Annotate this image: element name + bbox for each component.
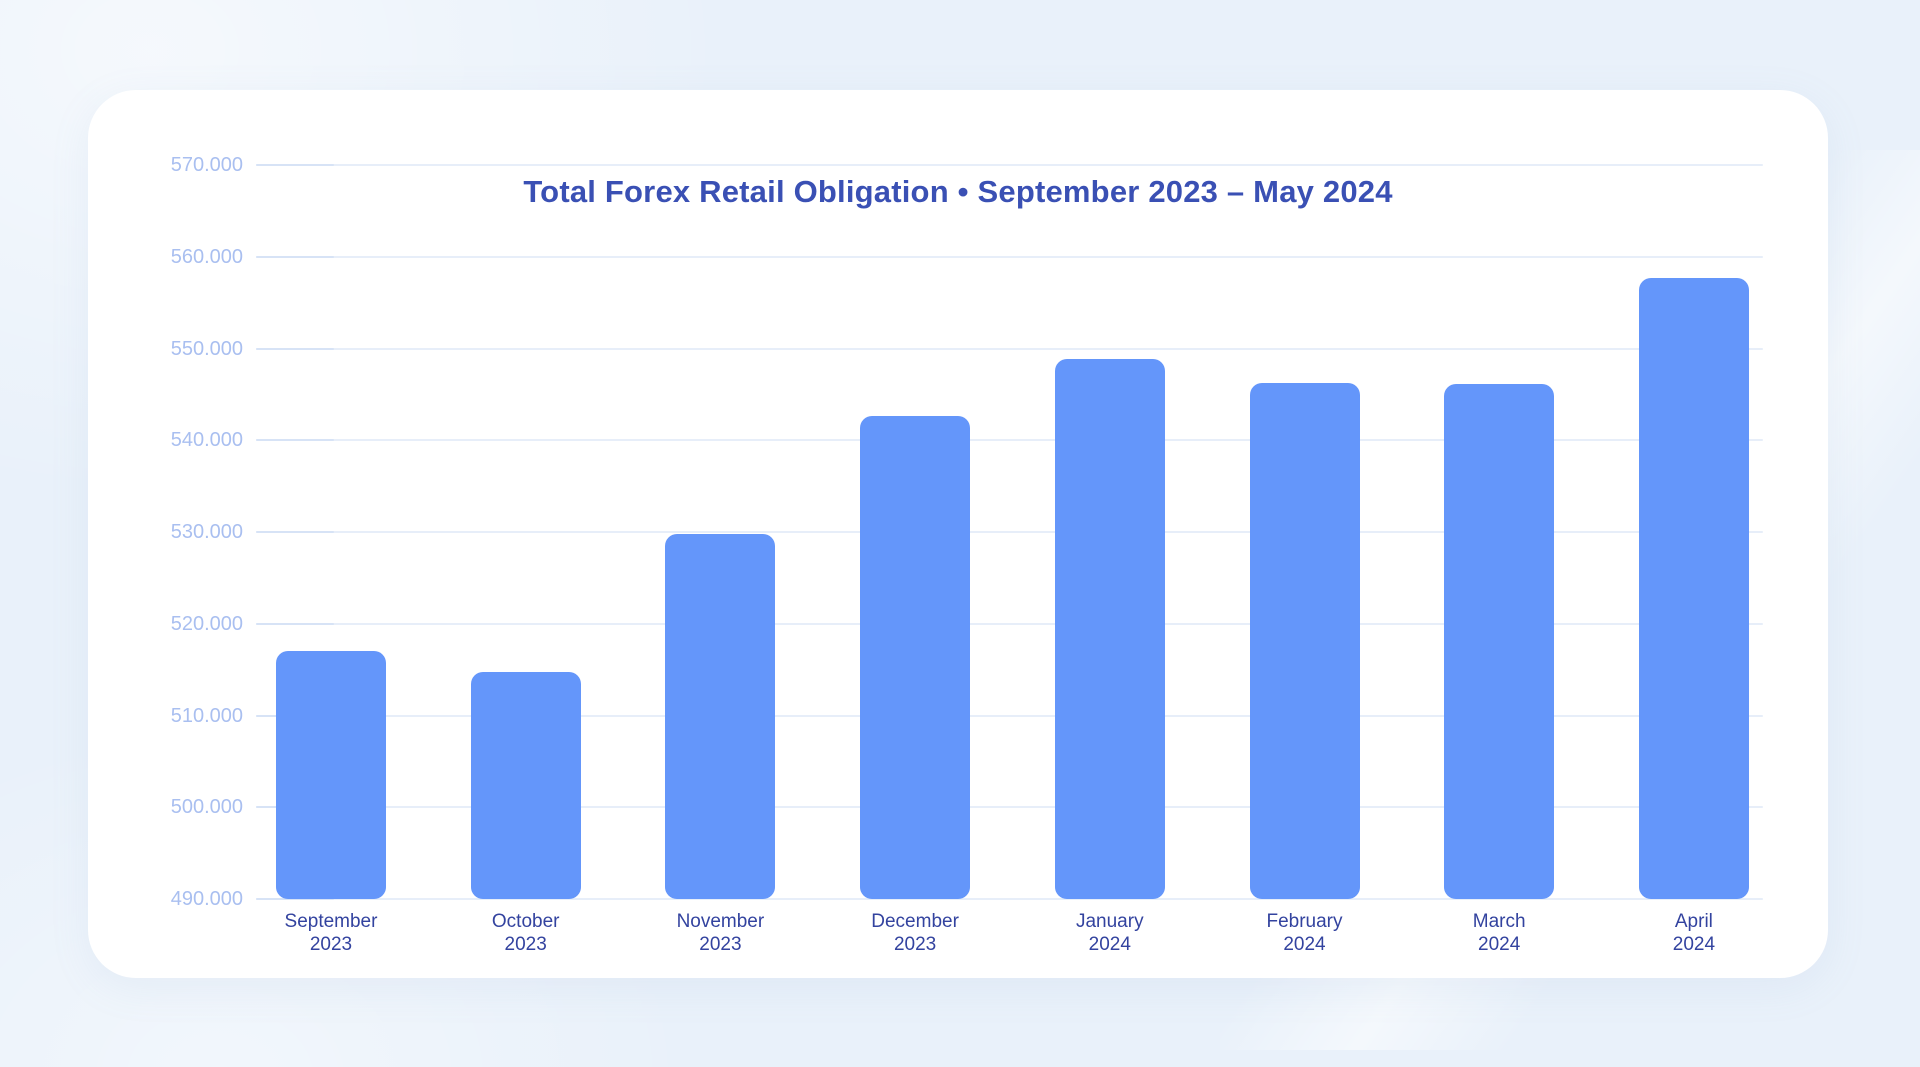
axis-tick: [256, 898, 334, 900]
gridline: [256, 164, 1763, 166]
gridline: [256, 531, 1763, 533]
y-tick-label: 560.000: [170, 245, 243, 268]
bar-december-2023[interactable]: [860, 416, 971, 899]
axis-tick: [256, 622, 334, 625]
bar-september-2023[interactable]: [276, 651, 386, 899]
bar-march-2024[interactable]: [1444, 384, 1555, 899]
bar-november-2023[interactable]: [665, 533, 776, 899]
axis-tick: [256, 439, 334, 442]
gridline: [256, 347, 1763, 350]
x-axis-label: April 2024: [1672, 911, 1716, 955]
bar-april-2024[interactable]: [1638, 277, 1749, 899]
y-tick-label: 530.000: [170, 521, 243, 543]
x-axis-label: January 2024: [1075, 911, 1144, 955]
gridline: [256, 622, 1763, 625]
bar-january-2024[interactable]: [1054, 358, 1165, 899]
x-axis-label: December 2023: [871, 911, 959, 955]
y-tick-label: 540.000: [170, 429, 243, 452]
gridline: [256, 439, 1763, 442]
y-tick-label: 500.000: [170, 796, 243, 819]
chart-card: Total Forex Retail Obligation • Septembe…: [88, 90, 1828, 978]
y-tick-label: 570.000: [170, 154, 243, 176]
x-axis-label: March 2024: [1472, 911, 1526, 955]
bar-october-2023[interactable]: [470, 672, 581, 899]
y-tick-label: 520.000: [170, 612, 243, 635]
bar-february-2024[interactable]: [1249, 383, 1360, 899]
axis-tick: [256, 164, 334, 166]
axis-tick: [256, 255, 334, 258]
gridline: [256, 255, 1763, 258]
axis-tick: [256, 347, 334, 350]
x-axis-label: November 2023: [676, 911, 765, 955]
x-axis-label: October 2023: [491, 911, 560, 955]
gridline: [256, 898, 1763, 900]
y-tick-label: 550.000: [170, 337, 243, 360]
y-tick-label: 490.000: [170, 888, 243, 910]
x-axis-label: February 2024: [1266, 911, 1343, 955]
x-axis-label: September 2023: [284, 911, 378, 955]
chart-title: Total Forex Retail Obligation • Septembe…: [523, 174, 1393, 209]
axis-tick: [256, 531, 334, 533]
y-tick-label: 510.000: [170, 704, 243, 727]
